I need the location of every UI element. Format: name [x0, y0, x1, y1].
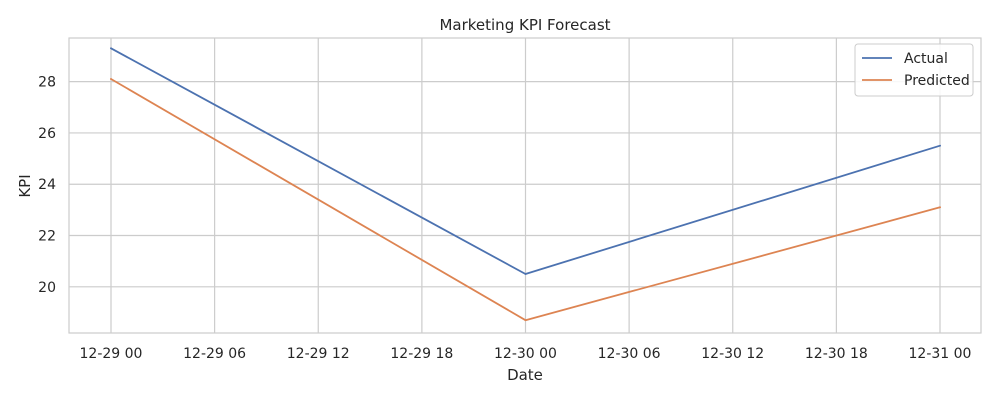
- grid: [69, 38, 981, 333]
- y-axis-label: KPI: [16, 174, 34, 197]
- data-point-actual: [939, 144, 941, 147]
- legend: Actual Predicted: [854, 43, 974, 97]
- data-point-actual: [110, 47, 112, 50]
- legend-label-actual: Actual: [904, 51, 948, 67]
- x-tick-label: 12-29 00: [80, 346, 143, 362]
- y-tick-label: 26: [38, 126, 56, 142]
- y-tick-label: 24: [38, 177, 56, 193]
- x-tick-label: 12-31 00: [909, 346, 972, 362]
- x-tick-label: 12-30 18: [805, 346, 868, 362]
- data-point-predicted: [939, 206, 941, 209]
- chart-title: Marketing KPI Forecast: [439, 16, 610, 34]
- series-lines: [110, 47, 941, 322]
- y-tick-label: 22: [38, 229, 56, 245]
- y-tick-label: 28: [38, 75, 56, 91]
- x-tick-label: 12-30 12: [701, 346, 764, 362]
- legend-box: [854, 43, 974, 97]
- tick-labels: 12-29 00 12-29 06 12-29 12 12-29 18 12-30 00…: [38, 75, 971, 362]
- plot-frame: [68, 37, 982, 334]
- x-tick-label: 12-30 00: [494, 346, 557, 362]
- x-tick-label: 12-29 12: [287, 346, 350, 362]
- x-tick-label: 12-29 18: [390, 346, 453, 362]
- y-tick-label: 20: [38, 280, 56, 296]
- data-point-predicted: [110, 78, 112, 80]
- x-tick-label: 12-30 06: [598, 346, 661, 362]
- data-point-actual: [524, 273, 527, 275]
- x-tick-label: 12-29 06: [183, 346, 246, 362]
- x-axis-label: Date: [507, 366, 543, 384]
- data-point-predicted: [524, 319, 527, 322]
- legend-label-predicted: Predicted: [904, 73, 970, 89]
